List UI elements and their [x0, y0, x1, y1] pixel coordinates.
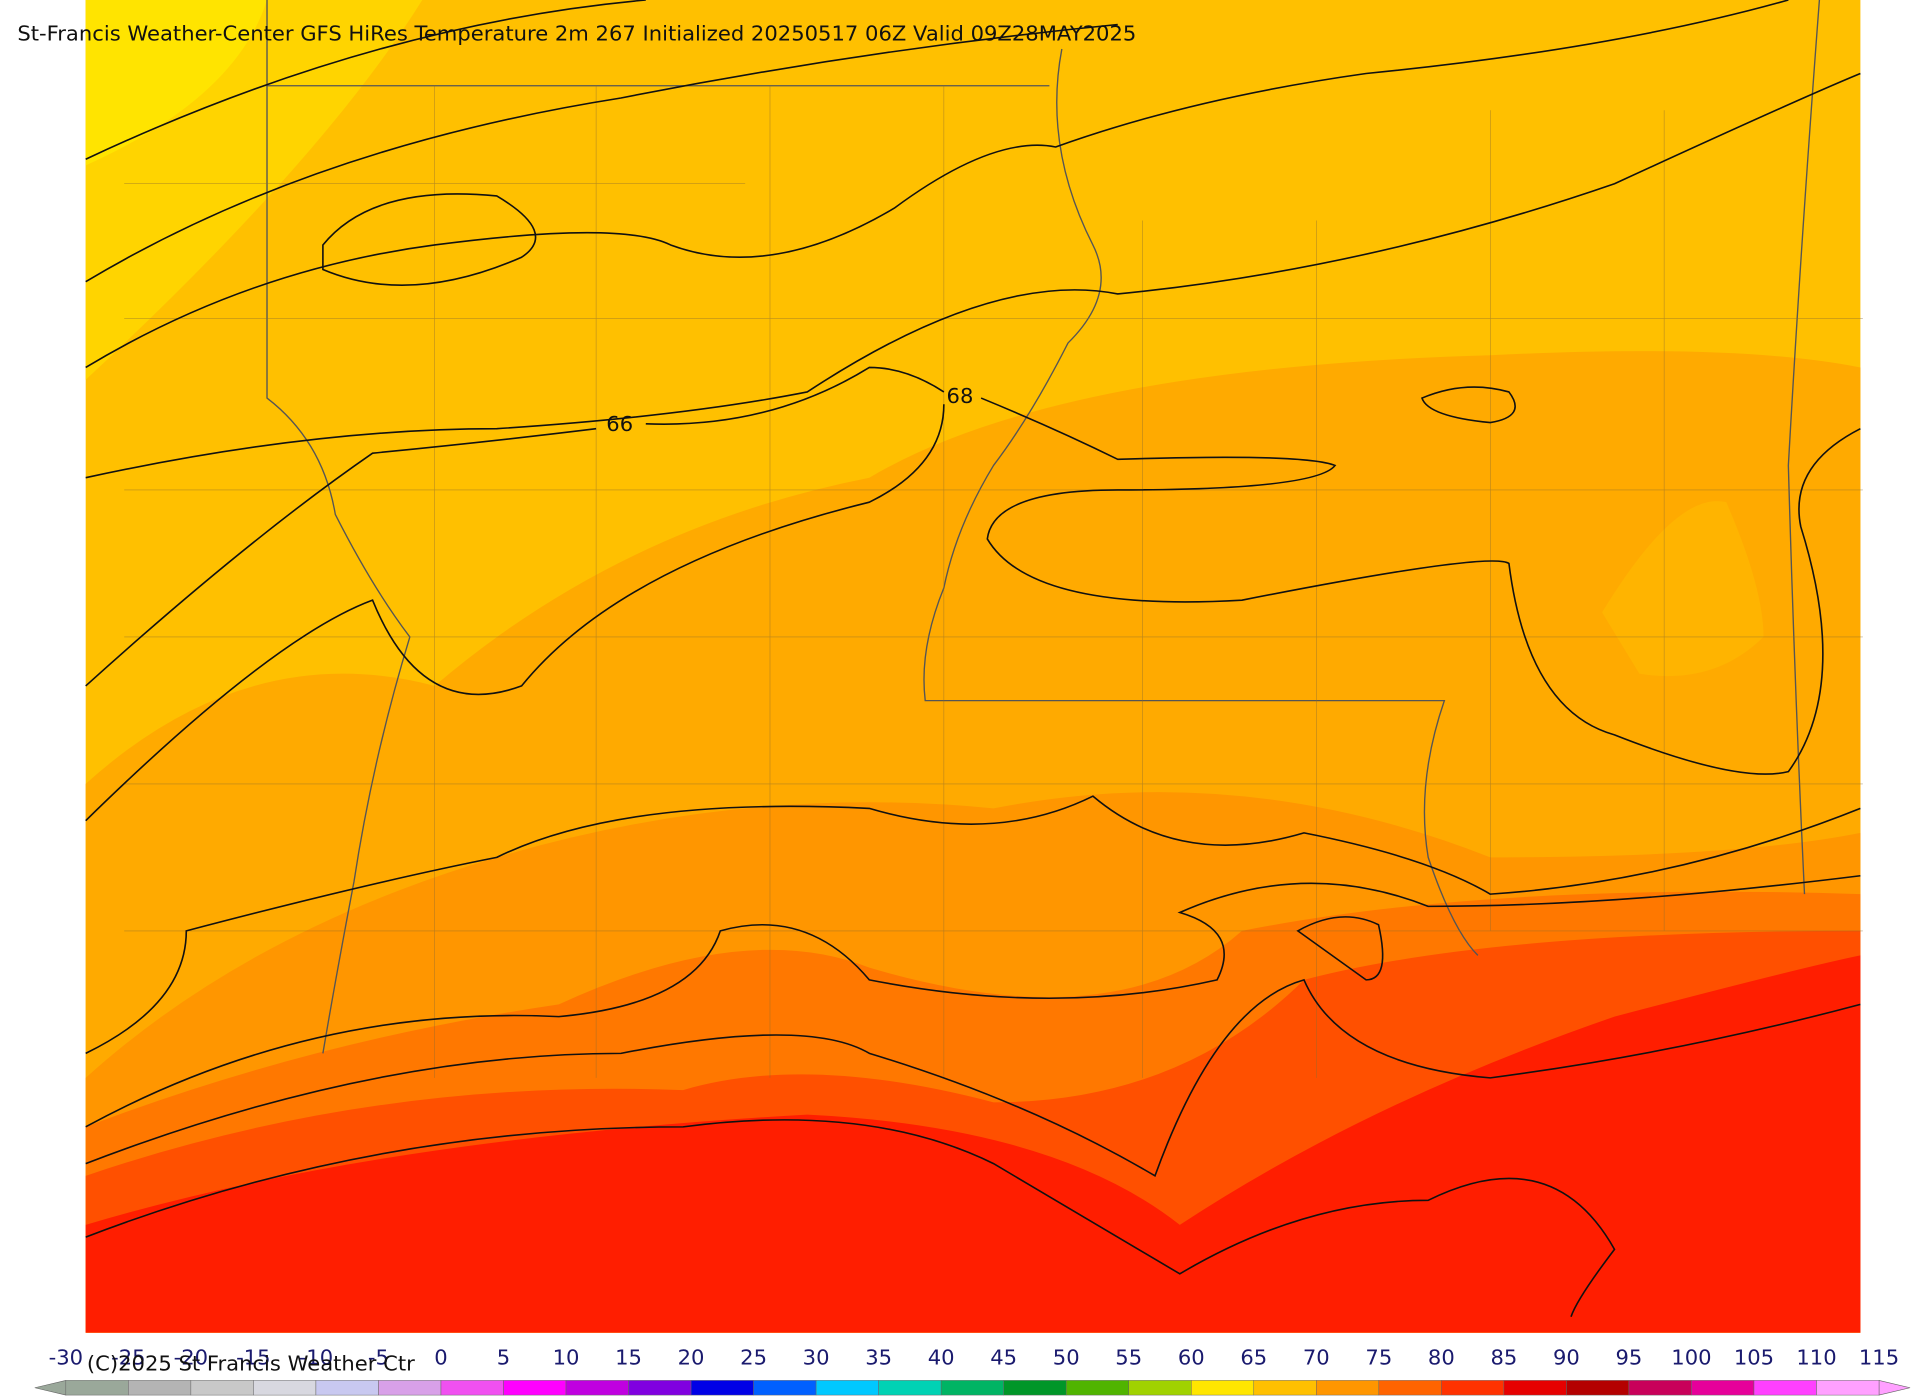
colorbar-swatch	[1065, 1380, 1129, 1396]
colorbar-label: 30	[803, 1346, 830, 1370]
colorbar-label: 85	[1490, 1346, 1517, 1370]
colorbar-swatch	[940, 1380, 1004, 1396]
map-title: St-Francis Weather-Center GFS HiRes Temp…	[17, 22, 1136, 46]
colorbar-label: 25	[740, 1346, 767, 1370]
colorbar-swatch	[440, 1380, 504, 1396]
colorbar-swatch	[1316, 1380, 1380, 1396]
colorbar-label: 5	[497, 1346, 510, 1370]
colorbar-label: -15	[236, 1346, 270, 1370]
colorbar-label: 0	[434, 1346, 447, 1370]
colorbar-swatch	[753, 1380, 817, 1396]
colorbar-swatch	[1753, 1380, 1817, 1396]
colorbar-swatch	[1816, 1380, 1880, 1396]
colorbar-label: 20	[678, 1346, 705, 1370]
colorbar-swatch	[1566, 1380, 1630, 1396]
colorbar-label: 80	[1428, 1346, 1455, 1370]
colorbar-swatch	[1628, 1380, 1692, 1396]
colorbar: -30 -25 -20 -15 -10 -5 0 5 10 15 20 25 30 35 40 45 50 55 6…	[34, 1346, 1911, 1396]
colorbar-swatch	[878, 1380, 942, 1396]
contour-label: 66	[606, 412, 633, 436]
colorbar-label: -10	[299, 1346, 333, 1370]
colorbar-label: 110	[1796, 1346, 1836, 1370]
colorbar-label: 15	[615, 1346, 642, 1370]
colorbar-label: 55	[1115, 1346, 1142, 1370]
colorbar-label: 50	[1053, 1346, 1080, 1370]
colorbar-label: 90	[1553, 1346, 1580, 1370]
colorbar-swatch	[1503, 1380, 1567, 1396]
copyright: (C)2025 St Francis Weather Ctr	[87, 1352, 415, 1376]
colorbar-label: 95	[1615, 1346, 1642, 1370]
colorbar-swatch	[1441, 1380, 1505, 1396]
colorbar-swatch	[503, 1380, 567, 1396]
colorbar-swatch	[1003, 1380, 1067, 1396]
contour-label: 68	[947, 384, 974, 408]
colorbar-label: 100	[1671, 1346, 1711, 1370]
colorbar-swatch	[628, 1380, 692, 1396]
colorbar-label: -20	[174, 1346, 208, 1370]
colorbar-arrow	[34, 1380, 67, 1396]
colorbar-swatch	[190, 1380, 254, 1396]
colorbar-label: 45	[990, 1346, 1017, 1370]
colorbar-label: 70	[1303, 1346, 1330, 1370]
colorbar-swatch	[565, 1380, 629, 1396]
colorbar-swatch	[1128, 1380, 1192, 1396]
colorbar-swatch	[1253, 1380, 1317, 1396]
colorbar-swatch	[1191, 1380, 1255, 1396]
colorbar-swatch	[65, 1380, 129, 1396]
colorbar-label: 105	[1734, 1346, 1774, 1370]
colorbar-label: 75	[1365, 1346, 1392, 1370]
colorbar-swatch	[253, 1380, 317, 1396]
colorbar-arrow	[1878, 1380, 1911, 1396]
colorbar-label: 40	[928, 1346, 955, 1370]
colorbar-swatch	[315, 1380, 379, 1396]
colorbar-label: 60	[1178, 1346, 1205, 1370]
colorbar-swatch	[128, 1380, 192, 1396]
boundaries	[124, 0, 1863, 1078]
colorbar-label: 65	[1240, 1346, 1267, 1370]
colorbar-label: -25	[111, 1346, 145, 1370]
temperature-field	[85, 0, 1861, 1333]
colorbar-label: 35	[865, 1346, 892, 1370]
colorbar-swatch	[815, 1380, 879, 1396]
contours	[85, 0, 1861, 1317]
colorbar-label: 10	[553, 1346, 580, 1370]
colorbar-label: -5	[368, 1346, 389, 1370]
colorbar-swatch	[690, 1380, 754, 1396]
colorbar-label: -30	[49, 1346, 83, 1370]
colorbar-swatch	[1691, 1380, 1755, 1396]
colorbar-label: 115	[1859, 1346, 1899, 1370]
colorbar-swatch	[378, 1380, 442, 1396]
colorbar-swatch	[1378, 1380, 1442, 1396]
